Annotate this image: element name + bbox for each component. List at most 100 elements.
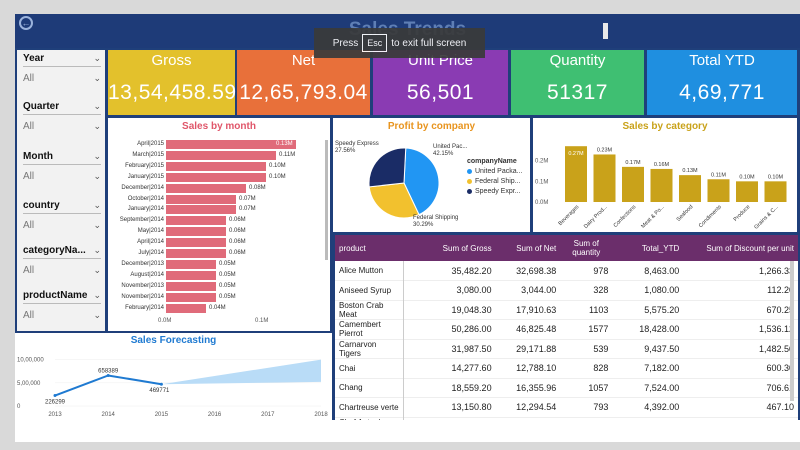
table-row[interactable]: Chai 14,277.60 12,788.10 828 7,182.00 600.30	[335, 358, 798, 378]
back-arrow-icon[interactable]: ←	[19, 16, 33, 30]
month-bar-value: 0.05M	[219, 293, 236, 300]
forecast-point[interactable]	[106, 373, 110, 377]
category-bar[interactable]	[736, 181, 758, 202]
slicer-4[interactable]: categoryNa... ⌄ All ⌄	[23, 245, 101, 276]
month-bar[interactable]	[166, 249, 226, 258]
chevron-down-icon[interactable]: ⌄	[93, 200, 101, 210]
slicer-dropdown[interactable]: All ⌄	[23, 73, 101, 84]
chevron-down-icon[interactable]: ⌄	[93, 73, 101, 83]
table-row[interactable]: Chef Anton's Cajun9,424.808,567.904531,8…	[335, 417, 798, 420]
slicer-dropdown[interactable]: All ⌄	[23, 265, 101, 276]
scrollbar[interactable]	[325, 140, 328, 260]
month-bar[interactable]	[166, 259, 216, 269]
pie-legend-item[interactable]: Federal Ship...	[467, 178, 522, 185]
column-header[interactable]: Sum of quantity	[572, 239, 601, 257]
table-cell: 18,428.00	[639, 324, 680, 335]
category-bar[interactable]	[679, 175, 701, 202]
month-bar[interactable]	[166, 270, 216, 280]
pie-slice[interactable]	[403, 147, 440, 216]
month-bar[interactable]	[166, 161, 266, 171]
column-header[interactable]: Sum of Net	[516, 243, 557, 253]
table-cell: 31,987.50	[451, 343, 492, 354]
month-bar-label: September|2014	[119, 217, 164, 224]
month-bar[interactable]	[166, 227, 226, 237]
chevron-down-icon[interactable]: ⌄	[93, 265, 101, 275]
month-bar[interactable]	[166, 194, 236, 204]
month-bar[interactable]	[166, 216, 226, 226]
slicer-2[interactable]: Month ⌄ All ⌄	[23, 151, 101, 182]
month-bar[interactable]	[166, 303, 206, 313]
sales-forecasting-chart: Sales Forecasting 10,00,000 5,00,000 0 2013…	[15, 333, 332, 420]
table-row[interactable]: Chang 18,559.20 16,355.96 1057 7,524.00 706.6…	[335, 378, 798, 398]
kpi-card-unit-price: Unit Price 56,501	[373, 50, 508, 115]
category-bar[interactable]	[707, 179, 730, 202]
kpi-label: Gross	[151, 52, 192, 69]
slicer-dropdown[interactable]: All ⌄	[23, 121, 101, 132]
chevron-down-icon[interactable]: ⌄	[93, 101, 101, 111]
month-bar[interactable]	[166, 140, 296, 149]
forecast-point[interactable]	[159, 382, 163, 386]
slicer-1[interactable]: Quarter ⌄ All ⌄	[23, 101, 101, 132]
slicer-dropdown[interactable]: All ⌄	[23, 220, 101, 231]
chevron-down-icon[interactable]: ⌄	[93, 151, 101, 161]
month-bar[interactable]	[166, 205, 236, 215]
pie-label-name: Speedy Express	[335, 141, 379, 147]
table-scrollbar[interactable]	[790, 261, 794, 401]
chevron-down-icon[interactable]: ⌄	[93, 310, 101, 320]
column-header[interactable]: product	[339, 243, 366, 253]
slicer-dropdown[interactable]: All ⌄	[23, 310, 101, 321]
table-row[interactable]: Carnarvon Tigers 31,987.50 29,171.88 539 9,4…	[335, 339, 798, 359]
category-bar-label: Produce	[733, 204, 752, 223]
month-bar-row: April|2015 0.13M	[108, 140, 330, 149]
pie-slice[interactable]	[368, 182, 420, 219]
column-header[interactable]: Sum of Discount per unit	[706, 243, 794, 253]
month-bar[interactable]	[166, 183, 246, 193]
slicer-3[interactable]: country ⌄ All ⌄	[23, 200, 101, 231]
pie-label-pct: 42.15%	[433, 151, 454, 157]
slicer-dropdown[interactable]: All ⌄	[23, 171, 101, 182]
column-header[interactable]: Total_YTD	[641, 243, 680, 253]
kpi-label: Net	[291, 52, 316, 69]
category-bar[interactable]	[764, 181, 787, 202]
month-bar[interactable]	[166, 172, 266, 182]
month-bar[interactable]	[166, 150, 276, 160]
pie-legend-item[interactable]: Speedy Expr...	[467, 188, 522, 195]
esc-key[interactable]: Esc	[362, 34, 388, 52]
category-bar[interactable]	[565, 146, 587, 202]
table-row[interactable]: Chartreuse verte 13,150.80 12,294.54 793 4,3…	[335, 397, 798, 417]
table-row[interactable]: Boston Crab Meat 19,048.30 17,910.63 1103 5,…	[335, 300, 798, 320]
category-bar[interactable]	[593, 154, 616, 202]
table-cell: 4,392.00	[644, 402, 680, 413]
chevron-down-icon[interactable]: ⌄	[93, 171, 101, 181]
chevron-down-icon[interactable]: ⌄	[93, 121, 101, 131]
category-bar[interactable]	[650, 168, 673, 202]
month-bar[interactable]	[166, 292, 216, 302]
month-bar-row: April|2014 0.06M	[108, 238, 330, 248]
chevron-down-icon[interactable]: ⌄	[93, 245, 101, 255]
slicer-label: categoryNa...	[23, 245, 86, 256]
table-row[interactable]: Aniseed Syrup 3,080.00 3,044.00 328 1,080.00…	[335, 280, 798, 300]
table-cell: 29,171.88	[516, 343, 557, 354]
month-bar-label: November|2014	[121, 293, 164, 300]
month-bar[interactable]	[166, 238, 226, 248]
kpi-value: 13,54,458.59	[108, 81, 237, 104]
profit-by-company-title: Profit by company	[387, 121, 476, 132]
chevron-down-icon[interactable]: ⌄	[93, 220, 101, 230]
chevron-down-icon[interactable]: ⌄	[93, 53, 101, 63]
table-row[interactable]: Alice Mutton 35,482.20 32,698.38 978 8,463.0…	[335, 261, 798, 281]
column-header[interactable]: Sum of Gross	[442, 243, 492, 253]
category-bar[interactable]	[622, 166, 644, 202]
month-bar-row: August|2014 0.05M	[108, 270, 330, 280]
slicer-0[interactable]: Year ⌄ All ⌄	[23, 53, 101, 84]
pie-legend-item[interactable]: United Packa...	[467, 168, 522, 175]
month-bar-label: April|2014	[137, 239, 164, 246]
forecast-point[interactable]	[53, 394, 57, 398]
table-cell: 1,536.12	[758, 324, 794, 335]
slicer-5[interactable]: productName ⌄ All ⌄	[23, 290, 101, 321]
table-cell: 1577	[588, 324, 609, 335]
chevron-down-icon[interactable]: ⌄	[93, 290, 101, 300]
table-row[interactable]: Camembert Pierrot 50,286.00 46,825.48 1577 1…	[335, 319, 798, 339]
month-bar[interactable]	[166, 281, 216, 291]
sales-by-category-chart: Sales by category 0.2M 0.1M 0.0M 0.27M Bever…	[533, 118, 797, 232]
pie-slice[interactable]	[368, 147, 407, 188]
